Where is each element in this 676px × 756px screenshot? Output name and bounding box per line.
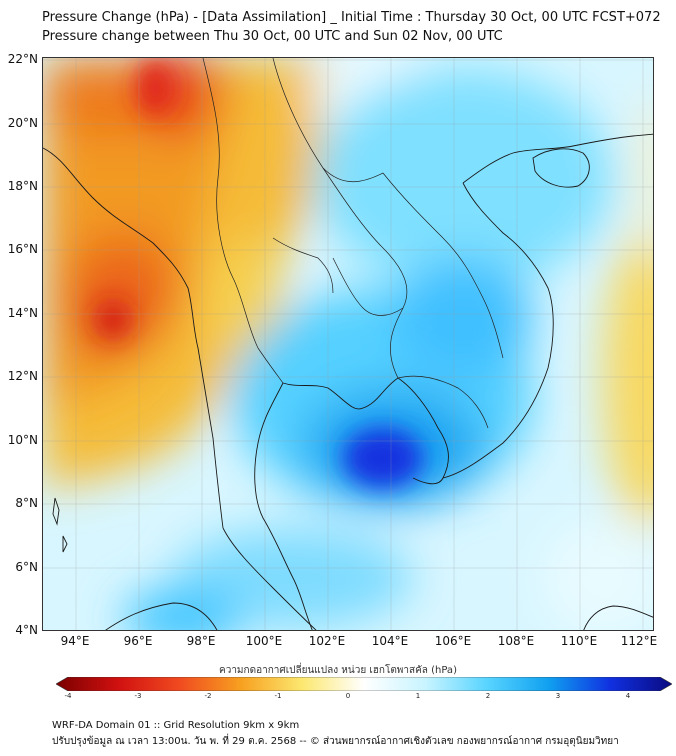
- colorbar: [56, 677, 672, 691]
- footer-domain-info: WRF-DA Domain 01 :: Grid Resolution 9km …: [52, 720, 300, 731]
- lon-label: 104°E: [371, 634, 409, 648]
- chart-subtitle: Pressure change between Thu 30 Oct, 00 U…: [42, 29, 503, 44]
- colorbar-tick: -2: [204, 692, 212, 700]
- lat-label: 8°N: [15, 496, 38, 510]
- lat-label: 22°N: [7, 52, 38, 66]
- lat-label: 4°N: [15, 623, 38, 637]
- lon-label: 102°E: [308, 634, 346, 648]
- lat-label: 18°N: [7, 179, 38, 193]
- lon-label: 110°E: [560, 634, 598, 648]
- lat-label: 6°N: [15, 560, 38, 574]
- colorbar-tick: 4: [625, 692, 631, 700]
- colorbar-tick: -3: [134, 692, 142, 700]
- lat-label: 14°N: [7, 306, 38, 320]
- colorbar-label: ความกดอากาศเปลี่ยนแปลง หน่วย เฮกโตพาสคัล…: [219, 665, 457, 676]
- pressure-change-map: [42, 57, 654, 631]
- lat-label: 12°N: [7, 369, 38, 383]
- lat-label: 10°N: [7, 433, 38, 447]
- colorbar-tick: 0: [345, 692, 351, 700]
- lat-label: 20°N: [7, 116, 38, 130]
- lon-label: 94°E: [60, 634, 90, 648]
- lon-label: 108°E: [497, 634, 535, 648]
- colorbar-tick: 3: [555, 692, 561, 700]
- colorbar-tick: -4: [64, 692, 72, 700]
- pressure-field: [43, 58, 653, 630]
- lon-label: 106°E: [434, 634, 472, 648]
- colorbar-tick: 2: [485, 692, 491, 700]
- graticule: [43, 58, 653, 630]
- lon-label: 98°E: [186, 634, 216, 648]
- lon-label: 96°E: [123, 634, 153, 648]
- footer-update-info: ปรับปรุงข้อมูล ณ เวลา 13:00น. วัน พ. ที่…: [52, 736, 619, 747]
- lon-label: 112°E: [620, 634, 658, 648]
- coastlines: [43, 133, 653, 630]
- colorbar-tick: -1: [274, 692, 282, 700]
- country-borders: [202, 58, 504, 429]
- lat-label: 16°N: [7, 242, 38, 256]
- chart-title: Pressure Change (hPa) - [Data Assimilati…: [42, 10, 661, 25]
- lon-label: 100°E: [245, 634, 283, 648]
- map-canvas: [43, 58, 653, 630]
- colorbar-tick: 1: [415, 692, 421, 700]
